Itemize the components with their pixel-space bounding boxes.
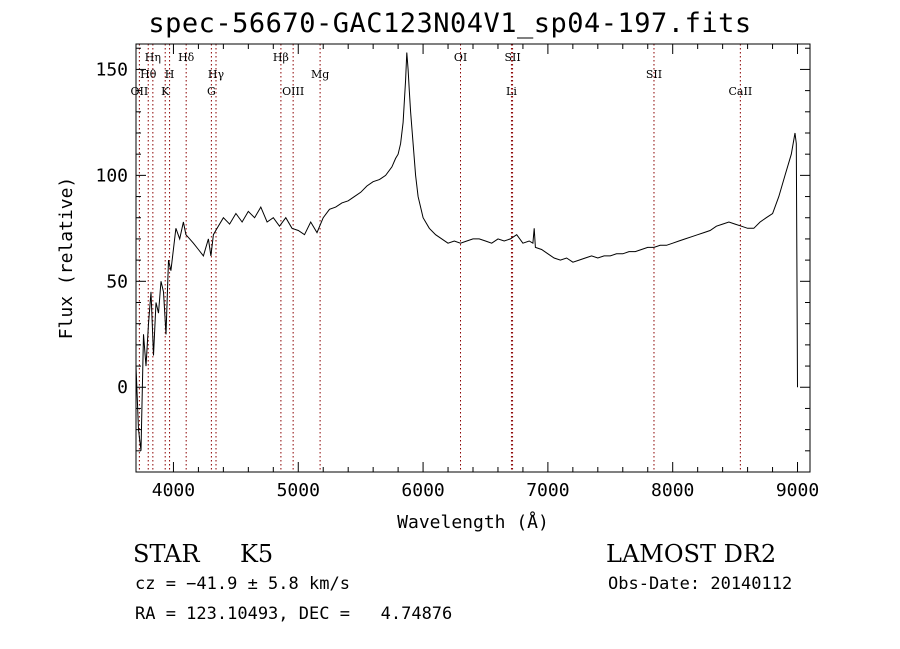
object-class: STAR: [133, 540, 200, 568]
spectral-line-label: Hδ: [178, 51, 195, 64]
spectral-line-label: Hη: [145, 51, 161, 64]
x-tick-label: 6000: [401, 480, 444, 501]
x-tick-label: 4000: [152, 480, 195, 501]
x-tick-label: 7000: [526, 480, 569, 501]
y-tick-label: 0: [117, 377, 128, 398]
y-tick-label: 150: [95, 59, 128, 80]
spectral-line-label: CaII: [729, 85, 753, 98]
spectral-line-label: G: [207, 85, 216, 98]
x-tick-label: 8000: [651, 480, 694, 501]
chart-title: spec-56670-GAC123N04V1_sp04-197.fits: [148, 8, 752, 39]
spectral-line-label: Hγ: [208, 68, 225, 81]
spectral-line-label: SII: [646, 68, 662, 81]
y-tick-label: 50: [106, 271, 128, 292]
object-subclass: K5: [240, 540, 274, 568]
coordinates: RA = 123.10493, DEC = 4.74876: [135, 604, 453, 624]
y-axis-label: Flux (relative): [56, 177, 77, 340]
spectral-line-label: Hβ: [273, 51, 289, 64]
spectral-line-label: OI: [454, 51, 467, 64]
spectral-line-label: Mg: [311, 68, 329, 81]
spectral-line-label: Li: [506, 85, 517, 98]
y-tick-label: 100: [95, 165, 128, 186]
spectral-line-label: Hθ: [140, 68, 157, 81]
plot-frame: [135, 43, 811, 473]
survey-name: LAMOST DR2: [606, 540, 777, 568]
redshift-velocity: cz = −41.9 ± 5.8 km/s: [135, 574, 350, 594]
axis-ticks: 4000 5000 6000 7000 8000 9000 0 50 100 150: [95, 44, 819, 501]
spectral-line-label: SII: [504, 51, 520, 64]
spectral-line-label: K: [161, 85, 170, 98]
observation-date: Obs-Date: 20140112: [608, 574, 793, 594]
spectral-line-label: H: [165, 68, 175, 81]
x-axis-label: Wavelength (Å): [397, 511, 549, 533]
spectrum-line: [135, 52, 798, 451]
x-tick-label: 9000: [776, 480, 819, 501]
spectral-line-label: OII: [131, 85, 149, 98]
spectral-line-label: OIII: [282, 85, 304, 98]
x-tick-label: 5000: [277, 480, 320, 501]
